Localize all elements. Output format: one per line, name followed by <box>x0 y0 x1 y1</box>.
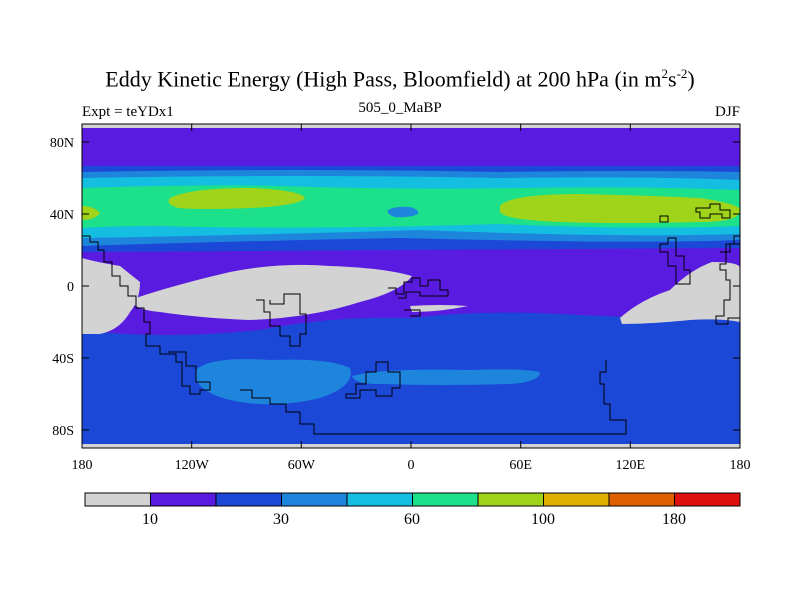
coast-island-2 <box>404 309 421 317</box>
lat-label-40n: 40N <box>50 208 74 223</box>
lon-label-180e: 180 <box>730 458 751 473</box>
colorbar-box-9 <box>674 492 741 507</box>
colorbar-label-100: 100 <box>531 511 555 528</box>
lat-label-80n: 80N <box>50 136 74 151</box>
coast-south-america <box>256 293 307 347</box>
coastlines <box>82 203 740 435</box>
colorbar-label-10: 10 <box>142 511 158 528</box>
coast-japan <box>659 215 669 223</box>
field-low-4 <box>410 305 468 312</box>
lon-label-180w: 180 <box>72 458 93 473</box>
coast-africa-north <box>388 277 449 299</box>
chart-title: Eddy Kinetic Energy (High Pass, Bloomfie… <box>0 66 800 92</box>
lat-label-40s: 40S <box>52 352 74 367</box>
map-ticks <box>81 124 741 448</box>
colorbar-box-0 <box>84 492 151 507</box>
experiment-label: Expt = teYDx1 <box>82 104 174 120</box>
colorbar-label-180: 180 <box>662 511 686 528</box>
lon-label-0: 0 <box>408 458 415 473</box>
lon-label-60e: 60E <box>509 458 532 473</box>
colorbar-box-1 <box>150 492 217 507</box>
lat-label-0: 0 <box>67 280 74 295</box>
field-min-atlantic <box>387 206 419 218</box>
field-low-1 <box>82 258 140 334</box>
field-max-left <box>82 206 100 220</box>
title-sup-2: -2 <box>676 66 688 81</box>
colorbar-box-4 <box>346 492 413 507</box>
season-label: DJF <box>714 104 740 120</box>
title-mid: s <box>668 66 677 92</box>
colorbar-box-2 <box>215 492 282 507</box>
coast-antarctic-2 <box>330 360 627 435</box>
lon-label-60w: 60W <box>288 458 316 473</box>
colorbar-box-5 <box>412 492 479 507</box>
coast-island <box>345 361 401 399</box>
colorbar-box-8 <box>608 492 675 507</box>
colorbar-box-7 <box>543 492 610 507</box>
field-south-atlantic <box>352 369 540 385</box>
field-low-2 <box>130 264 412 320</box>
colorbar <box>84 492 741 507</box>
coast-australia <box>715 235 740 325</box>
title-text: Eddy Kinetic Energy (High Pass, Bloomfie… <box>105 66 662 92</box>
field-max-asia <box>500 194 740 223</box>
colorbar-label-30: 30 <box>273 511 289 528</box>
title-sup-1: 2 <box>661 66 669 81</box>
title-end: ) <box>687 66 695 92</box>
coast-antarctic-1 <box>240 389 330 435</box>
colorbar-label-60: 60 <box>404 511 420 528</box>
lon-label-120w: 120W <box>175 458 210 473</box>
map-field <box>82 124 740 448</box>
field-south-60 <box>196 359 351 405</box>
coast-americas-west <box>82 235 211 395</box>
subtitle: 505_0_MaBP <box>358 100 442 116</box>
coast-east-asia <box>659 237 691 285</box>
coast-kamchatka <box>695 203 731 219</box>
colorbar-box-6 <box>477 492 544 507</box>
field-max-pacific <box>168 188 305 209</box>
colorbar-box-3 <box>281 492 348 507</box>
lat-label-80s: 80S <box>52 424 74 439</box>
field-low-3 <box>620 262 740 324</box>
lon-label-120e: 120E <box>616 458 646 473</box>
